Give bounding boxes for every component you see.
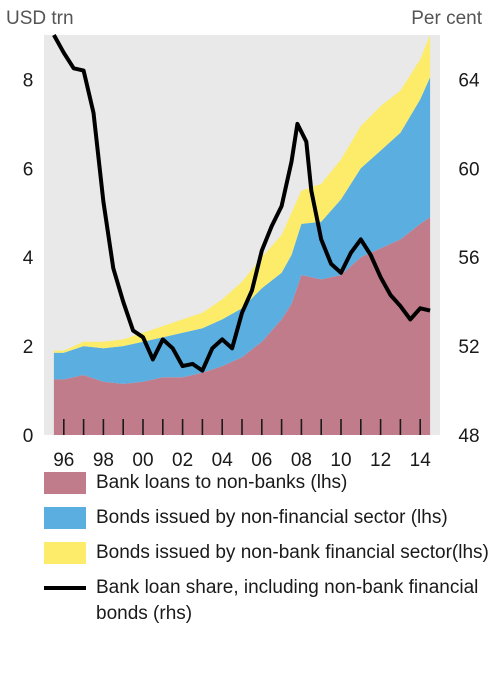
legend-item-bank-loans: Bank loans to non-banks (lhs) bbox=[44, 470, 489, 496]
right-axis-unit: Per cent bbox=[411, 8, 482, 29]
left-axis: 0 2 4 6 8 bbox=[23, 70, 34, 447]
legend-swatch-nonbank-financial-bonds bbox=[44, 542, 86, 564]
legend-label-bank-loan-share: Bank loan share, including non-bank fina… bbox=[96, 577, 479, 624]
x-tick-label: 14 bbox=[410, 450, 432, 471]
right-tick-label: 60 bbox=[458, 159, 479, 180]
left-axis-unit: USD trn bbox=[6, 8, 74, 29]
left-tick-label: 0 bbox=[23, 426, 34, 447]
left-tick-label: 8 bbox=[23, 70, 34, 91]
nonfinancial-bonds-area bbox=[53, 77, 431, 384]
legend-swatch-bank-loan-share bbox=[44, 586, 86, 590]
x-tick-label: 10 bbox=[330, 450, 351, 471]
right-tick-label: 56 bbox=[458, 248, 479, 269]
bank-loan-share-line bbox=[52, 34, 431, 373]
legend-label-nonbank-financial-bonds: Bonds issued by non-bank financial secto… bbox=[96, 542, 489, 563]
x-tick-label: 96 bbox=[53, 450, 74, 471]
stacked-areas bbox=[53, 35, 431, 435]
bank-loans-area bbox=[53, 217, 431, 435]
right-tick-label: 52 bbox=[458, 337, 479, 358]
x-tick-label: 02 bbox=[172, 450, 193, 471]
legend-swatch-nonfinancial-bonds bbox=[44, 507, 86, 529]
legend-item-nonbank-financial-bonds: Bonds issued by non-bank financial secto… bbox=[44, 540, 489, 566]
x-axis: 96 98 00 02 04 06 08 10 12 14 bbox=[53, 419, 431, 471]
x-tick-label: 00 bbox=[132, 450, 153, 471]
x-tick-label: 98 bbox=[93, 450, 114, 471]
x-tick-label: 08 bbox=[291, 450, 312, 471]
legend-label-nonfinancial-bonds: Bonds issued by non-financial sector (lh… bbox=[96, 507, 448, 528]
legend-item-nonfinancial-bonds: Bonds issued by non-financial sector (lh… bbox=[44, 505, 489, 531]
legend-label-bank-loans: Bank loans to non-banks (lhs) bbox=[96, 472, 348, 493]
right-tick-label: 48 bbox=[458, 426, 479, 447]
legend-swatch-bank-loans bbox=[44, 472, 86, 494]
right-axis: 48 52 56 60 64 bbox=[458, 70, 480, 447]
left-tick-label: 6 bbox=[23, 159, 34, 180]
x-tick-label: 04 bbox=[212, 450, 234, 471]
nonbank-financial-bonds-area bbox=[53, 35, 431, 353]
left-tick-label: 2 bbox=[23, 337, 34, 358]
right-tick-label: 64 bbox=[458, 70, 480, 91]
legend: Bank loans to non-banks (lhs) Bonds issu… bbox=[44, 470, 489, 636]
x-tick-label: 06 bbox=[251, 450, 272, 471]
bank-loan-share-line-group bbox=[52, 34, 431, 373]
x-tick-label: 12 bbox=[370, 450, 391, 471]
legend-item-bank-loan-share: Bank loan share, including non-bank fina… bbox=[44, 575, 489, 627]
left-tick-label: 4 bbox=[23, 248, 34, 269]
